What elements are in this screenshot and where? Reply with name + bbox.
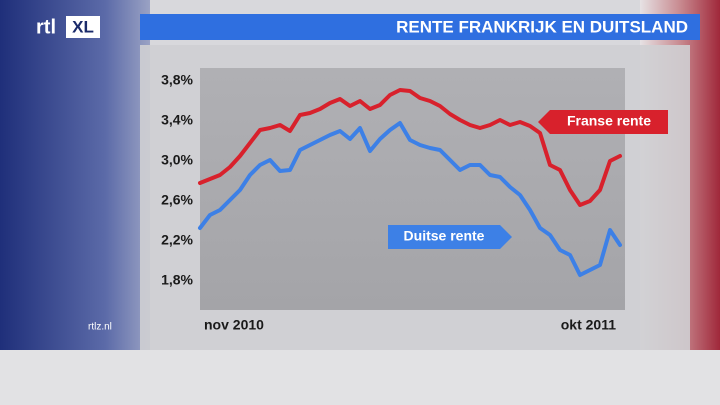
logo-badge-box [66, 16, 100, 38]
x-tick-label: okt 2011 [561, 317, 616, 333]
flag-left [0, 0, 150, 405]
chart: 1,8% 2,2% 2,6% 3,0% 3,4% 3,8% nov 2010 okt 2011 [161, 72, 622, 333]
legend-box [538, 110, 668, 134]
y-tick-label: 2,6% [161, 192, 193, 208]
plot-area [200, 68, 625, 310]
legend-label: Duitse rente [404, 228, 485, 244]
chart-title: RENTE FRANKRIJK EN DUITSLAND [396, 17, 688, 36]
line-series [198, 88, 622, 207]
y-tick-label: 2,2% [161, 232, 193, 248]
y-tick-label: 1,8% [161, 272, 193, 288]
y-tick-label: 3,0% [161, 152, 193, 168]
legend-box [388, 225, 512, 249]
website: rtlz.nl [88, 322, 112, 333]
y-tick-label: 3,8% [161, 72, 193, 88]
logo-brand: rtl [36, 16, 56, 38]
legend-label: Franse rente [567, 113, 651, 129]
x-tick-label: nov 2010 [204, 317, 264, 333]
title-banner [140, 14, 700, 40]
logo-badge: XL [72, 17, 94, 36]
y-tick-label: 3,4% [161, 112, 193, 128]
bottom-strip [0, 350, 720, 405]
line-series [198, 121, 622, 277]
